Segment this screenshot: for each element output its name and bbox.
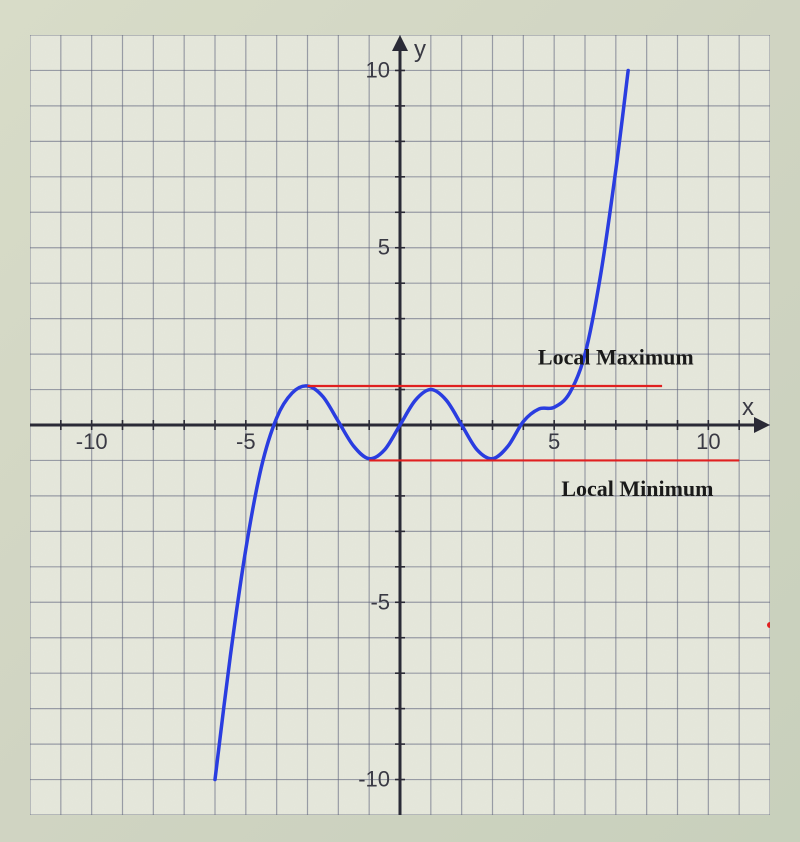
y-tick-label: -10: [358, 767, 390, 792]
x-tick-label: 10: [696, 429, 720, 454]
x-tick-label: -10: [76, 429, 108, 454]
local-min-label: Local Minimum: [561, 476, 713, 501]
local-max-label: Local Maximum: [538, 345, 694, 370]
chart-svg: -10 -5 5 10 -10 -5 5 10 y x Local Maximum Local Min…: [30, 35, 770, 815]
x-tick-label: 5: [548, 429, 560, 454]
coordinate-chart: -10 -5 5 10 -10 -5 5 10 y x Local Maximum Local Min…: [30, 35, 770, 815]
x-axis-label: x: [742, 394, 754, 421]
y-tick-label: -5: [370, 589, 390, 614]
x-tick-label: -5: [236, 429, 256, 454]
y-axis-label: y: [414, 36, 426, 63]
y-tick-label: 5: [378, 235, 390, 260]
y-tick-label: 10: [366, 57, 390, 82]
